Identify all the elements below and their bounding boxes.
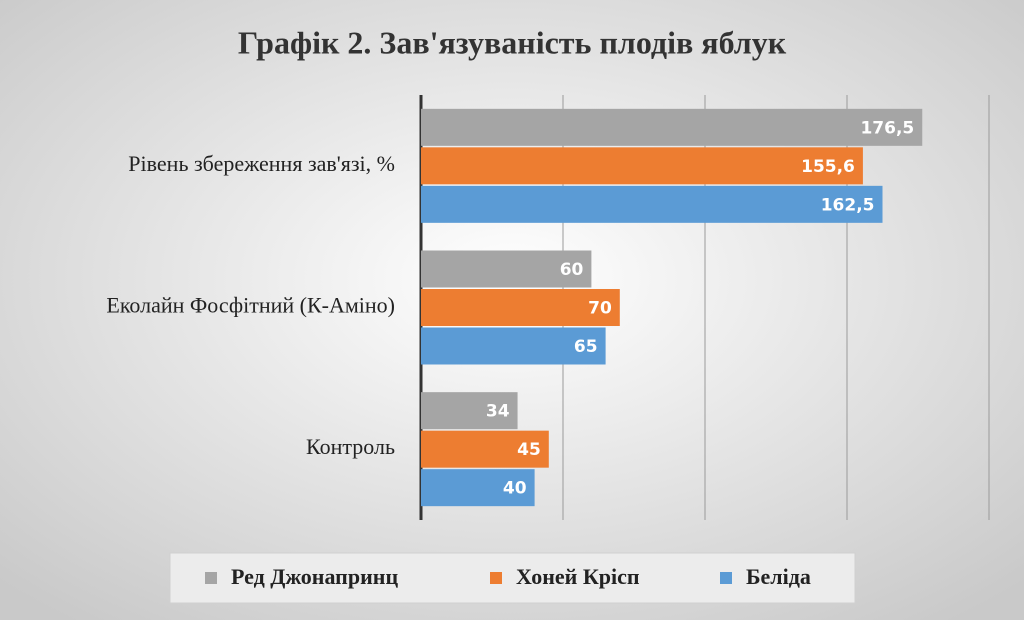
bar — [421, 392, 518, 430]
legend-swatch — [720, 572, 732, 584]
value-label: 65 — [574, 337, 598, 357]
value-label: 70 — [588, 299, 612, 319]
value-label: 40 — [503, 479, 527, 499]
legend-box — [169, 552, 856, 604]
legend-swatch — [205, 572, 217, 584]
value-label: 34 — [486, 402, 510, 422]
value-label: 155,6 — [801, 157, 855, 177]
value-label: 162,5 — [821, 195, 875, 215]
bar — [421, 185, 883, 223]
bar — [421, 469, 535, 507]
category-label: Рівень збереження зав'язі, % — [128, 151, 395, 176]
bar — [421, 430, 549, 468]
category-label: Контроль — [306, 434, 395, 459]
bar — [421, 147, 863, 185]
value-label: 176,5 — [860, 118, 914, 138]
legend-label: Ред Джонапринц — [231, 564, 398, 589]
bar — [421, 108, 923, 146]
category-label: Еколайн Фосфітний (К-Аміно) — [106, 293, 395, 318]
bar — [421, 327, 606, 365]
bar — [421, 250, 592, 288]
legend-label: Хоней Крісп — [516, 564, 640, 589]
value-label: 60 — [560, 260, 584, 280]
bar — [421, 289, 620, 326]
legend-swatch — [490, 572, 502, 584]
value-label: 45 — [517, 440, 541, 460]
chart-title: Графік 2. Зав'язуваність плодів яблук — [238, 24, 787, 60]
legend-label: Беліда — [746, 564, 811, 589]
